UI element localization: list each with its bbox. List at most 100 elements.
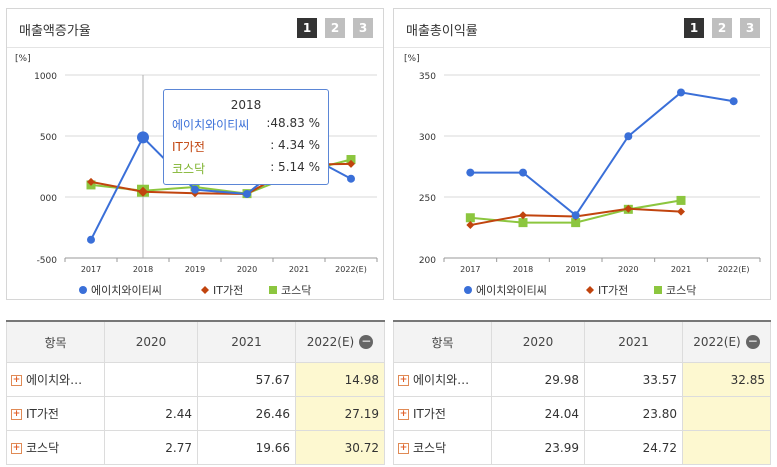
y-tick-label: -500 xyxy=(37,256,58,266)
expand-plus-icon[interactable]: + xyxy=(11,375,22,386)
row-name: 코스닥 xyxy=(26,441,60,455)
plot-area: 2017 2018 2019 2020 2021 2022(E) xyxy=(443,74,761,274)
row-name-cell[interactable]: + 에이치와… xyxy=(393,362,492,397)
data-point xyxy=(466,168,475,177)
legend-label: IT가전 xyxy=(213,284,243,297)
plot-area: 2017 2018 2019 2020 2021 2022(E) xyxy=(64,74,378,274)
row-name-cell[interactable]: + 코스닥 xyxy=(393,430,492,465)
y-unit-label: [%] xyxy=(404,54,420,64)
row-name-cell[interactable]: + 코스닥 xyxy=(6,430,105,465)
x-tick-label: 2021 xyxy=(289,265,309,274)
column-header-estimate: 2022(E) − xyxy=(682,320,771,363)
panel-title: 매출액증가율 xyxy=(19,24,91,39)
pager-group: 1 2 3 xyxy=(684,18,760,38)
y-tick-label: 350 xyxy=(419,72,436,82)
table-row: + 코스닥 23.99 24.72 xyxy=(393,430,771,465)
row-name: 코스닥 xyxy=(413,441,447,455)
legend-eich-marker xyxy=(464,286,472,294)
expand-plus-icon[interactable]: + xyxy=(398,443,409,454)
data-point xyxy=(346,155,356,165)
legend-label: IT가전 xyxy=(598,284,628,297)
series-line xyxy=(470,91,734,217)
column-header: 2020 xyxy=(491,320,585,363)
expand-plus-icon[interactable]: + xyxy=(398,375,409,386)
row-name-cell[interactable]: + 에이치와… xyxy=(6,362,105,397)
data-point xyxy=(87,177,95,186)
cell-2020: 2.44 xyxy=(104,396,198,431)
y-tick-label: 000 xyxy=(40,194,57,204)
row-name: IT가전 xyxy=(26,407,59,421)
gross-margin-panel: 매출총이익률 1 2 3 2017 2018 2019 2020 2021 2022(E)… xyxy=(393,8,771,300)
tooltip-value: : 4.34 % xyxy=(270,138,320,152)
collapse-icon[interactable]: − xyxy=(359,334,374,350)
tooltip-year: 2018 xyxy=(230,98,262,112)
page-1-button[interactable]: 1 xyxy=(297,18,317,38)
page-1-button[interactable]: 1 xyxy=(684,18,704,38)
tooltip-series-name: 에이치와이티씨 xyxy=(172,118,250,132)
legend-label: 코스닥 xyxy=(666,284,696,297)
column-header: 2021 xyxy=(584,320,683,363)
data-point xyxy=(347,159,355,168)
data-point xyxy=(677,88,685,97)
cell-2020: 2.77 xyxy=(104,430,198,465)
panel-header: 매출액증가율 1 2 3 xyxy=(7,9,383,48)
cell-2020: 23.99 xyxy=(491,430,585,465)
cell-2021: 33.57 xyxy=(584,362,683,397)
expand-plus-icon[interactable]: + xyxy=(11,443,22,454)
expand-plus-icon[interactable]: + xyxy=(398,409,409,420)
data-tooltip: 2018 에이치와이티씨 :48.83 % IT가전 : 4.34 % 코스닥 … xyxy=(163,89,329,185)
page-3-button[interactable]: 3 xyxy=(740,18,760,38)
table-row: + IT가전 2.44 26.46 27.19 xyxy=(6,396,385,431)
gross-margin-table: 항목 2020 2021 2022(E) − + 에이치와… 29.98 33.57… xyxy=(393,320,771,465)
sales-growth-panel: 매출액증가율 1 2 3 2017 2018 2019 2020 2021 2022(E)… xyxy=(6,8,384,300)
collapse-icon[interactable]: − xyxy=(745,334,760,350)
row-name: 에이치와… xyxy=(413,373,470,387)
x-tick-label: 2020 xyxy=(237,265,257,274)
expand-plus-icon[interactable]: + xyxy=(11,409,22,420)
column-header: 항목 xyxy=(393,320,492,363)
tooltip-series-name: IT가전 xyxy=(172,140,205,154)
row-name-cell[interactable]: + IT가전 xyxy=(393,396,492,431)
cell-2021: 23.80 xyxy=(584,396,683,431)
panel-title: 매출총이익률 xyxy=(406,24,478,39)
legend-label: 에이치와이티씨 xyxy=(91,284,162,297)
y-tick-label: 200 xyxy=(419,256,436,266)
cell-2020: 24.04 xyxy=(491,396,585,431)
row-name-cell[interactable]: + IT가전 xyxy=(6,396,105,431)
cell-2021: 26.46 xyxy=(197,396,296,431)
row-name: IT가전 xyxy=(413,407,446,421)
y-tick-label: 250 xyxy=(419,194,436,204)
data-point xyxy=(87,235,95,244)
cell-2022e: 30.72 xyxy=(295,430,385,465)
cell-2022e: 27.19 xyxy=(295,396,385,431)
cell-2020 xyxy=(104,362,198,397)
chart-legend: 에이치와이티씨 IT가전 코스닥 xyxy=(464,284,696,297)
gross-margin-chart: 2017 2018 2019 2020 2021 2022(E) [%] 350 300 … xyxy=(404,54,761,297)
page-3-button[interactable]: 3 xyxy=(353,18,373,38)
cell-2022e xyxy=(682,430,771,465)
data-point xyxy=(571,218,581,228)
column-header-label: 2022(E) xyxy=(306,334,355,349)
y-tick-label: 300 xyxy=(419,133,436,143)
x-tick-label: 2018 xyxy=(133,265,153,274)
x-tick-label: 2022(E) xyxy=(335,265,367,274)
legend-kosdaq-marker xyxy=(269,286,277,294)
data-point xyxy=(571,211,580,220)
sales-growth-chart: 2017 2018 2019 2020 2021 2022(E) [%] 1000 500… xyxy=(15,54,378,297)
x-tick-label: 2018 xyxy=(513,265,533,274)
legend-eich-marker xyxy=(79,286,87,294)
x-tick-label: 2022(E) xyxy=(718,265,750,274)
table-row: + 코스닥 2.77 19.66 30.72 xyxy=(6,430,385,465)
data-point xyxy=(677,207,685,216)
page-2-button[interactable]: 2 xyxy=(712,18,732,38)
x-tick-label: 2017 xyxy=(460,265,480,274)
data-point xyxy=(624,132,633,141)
cell-2022e: 14.98 xyxy=(295,362,385,397)
page-2-button[interactable]: 2 xyxy=(325,18,345,38)
cell-2021: 24.72 xyxy=(584,430,683,465)
table-header-row: 항목 2020 2021 2022(E) − xyxy=(6,320,385,363)
legend-it-marker xyxy=(586,286,594,294)
legend-label: 에이치와이티씨 xyxy=(476,284,547,297)
x-tick-label: 2020 xyxy=(618,265,638,274)
x-tick-label: 2019 xyxy=(185,265,205,274)
